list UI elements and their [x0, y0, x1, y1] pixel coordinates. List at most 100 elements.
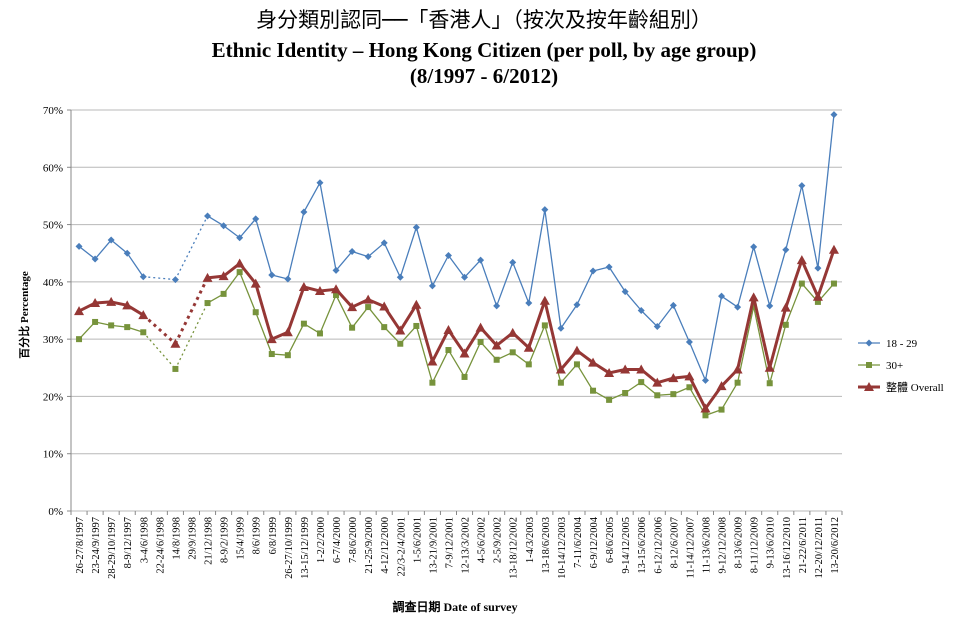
data-point — [475, 322, 486, 332]
data-point — [718, 292, 726, 300]
x-tick-label: 26-27/8/1997 — [75, 517, 86, 574]
x-tick-label: 8-11/12/2009 — [750, 517, 761, 573]
data-point — [830, 280, 837, 287]
data-point — [74, 306, 85, 316]
data-point — [798, 280, 805, 287]
data-point — [782, 321, 789, 328]
data-point — [363, 294, 374, 304]
legend: 18 - 29 30+ 整體 Overall — [858, 338, 944, 394]
x-tick-label: 14/8/1998 — [171, 517, 182, 560]
data-point — [250, 278, 261, 288]
data-point — [412, 223, 420, 231]
data-point — [622, 389, 629, 396]
data-point — [864, 382, 874, 391]
data-point — [573, 301, 581, 309]
data-point — [606, 396, 613, 403]
x-tick-label: 8-9/12/1997 — [123, 517, 134, 568]
data-point — [734, 379, 741, 386]
data-point — [170, 338, 181, 348]
data-point — [445, 347, 452, 354]
data-point — [637, 307, 645, 314]
data-point — [507, 327, 518, 337]
x-tick-label: 13-16/12/2010 — [782, 517, 793, 579]
data-point — [316, 179, 324, 187]
data-point — [477, 339, 484, 346]
x-tick-label: 6-8/6/2005 — [605, 517, 616, 563]
data-point — [525, 299, 533, 307]
x-tick-label: 13-15/12/1999 — [300, 517, 311, 579]
data-point — [590, 387, 597, 394]
x-tick-label: 21/12/1998 — [204, 517, 215, 565]
data-point — [381, 324, 388, 331]
x-axis-ticks: 26-27/8/1997 23-24/9/1997 28-29/10/1997 8-9… — [75, 516, 841, 579]
data-point — [668, 373, 679, 383]
data-point — [171, 276, 179, 284]
data-point — [397, 340, 404, 347]
data-point — [766, 380, 773, 387]
data-point — [122, 300, 133, 310]
data-point — [750, 303, 757, 310]
data-point — [202, 272, 213, 282]
x-tick-label: 11-13/6/2008 — [701, 517, 712, 573]
x-tick-label: 6-9/12/2004 — [589, 516, 600, 568]
data-point — [686, 384, 693, 391]
x-tick-label: 6-7/4/2000 — [332, 517, 343, 563]
data-point — [684, 371, 695, 381]
x-tick-label: 3-4/6/1998 — [139, 517, 150, 563]
data-point — [493, 302, 501, 310]
x-axis-label: 調查日期 Date of survey — [393, 599, 518, 614]
x-tick-label: 8-13/6/2009 — [734, 517, 745, 568]
gap-connector — [143, 276, 176, 281]
data-point — [139, 273, 147, 281]
data-point — [541, 322, 548, 329]
legend-item: 整體 Overall — [858, 380, 944, 394]
data-point — [814, 264, 822, 272]
data-point — [140, 329, 147, 336]
x-tick-label: 7-9/12/2001 — [444, 517, 455, 568]
data-point — [428, 282, 436, 290]
x-tick-label: 13-15/6/2006 — [637, 517, 648, 574]
data-point — [282, 327, 293, 337]
chart-title: 身分類別認同──「香港人」（按次及按年齡組別） — [256, 8, 712, 32]
x-tick-label: 4-5/6/2002 — [477, 517, 488, 563]
data-point — [700, 403, 711, 413]
data-point — [830, 111, 838, 119]
x-tick-label: 8-12/6/2007 — [669, 517, 680, 568]
data-point — [557, 379, 564, 386]
data-point — [91, 255, 99, 263]
data-point — [523, 342, 534, 352]
data-point — [796, 255, 807, 265]
gap-connector — [142, 313, 177, 345]
y-tick-label: 30% — [43, 334, 63, 346]
data-point — [782, 246, 790, 254]
x-tick-label: 9-13/6/2010 — [766, 517, 777, 568]
x-tick-label: 13-18/6/2003 — [541, 517, 552, 574]
data-point — [461, 273, 469, 281]
legend-item: 30+ — [858, 360, 903, 372]
data-point — [444, 252, 452, 260]
x-tick-label: 23-24/9/1997 — [91, 517, 102, 574]
data-point — [557, 324, 565, 332]
data-point — [411, 299, 422, 309]
data-point — [604, 367, 615, 377]
data-point — [653, 323, 661, 331]
data-point — [204, 300, 211, 307]
y-tick-label: 60% — [43, 162, 63, 174]
x-tick-label: 4-12/12/2000 — [380, 517, 391, 574]
data-point — [652, 377, 663, 387]
data-point — [347, 302, 358, 312]
data-point — [76, 336, 83, 343]
data-point — [380, 239, 388, 247]
x-tick-label: 29/9/1998 — [187, 517, 198, 560]
data-point — [493, 356, 500, 363]
data-point — [314, 286, 325, 296]
data-point — [364, 253, 372, 261]
data-point — [750, 243, 758, 251]
x-tick-label: 13-20/6/2012 — [830, 517, 841, 574]
data-point — [348, 247, 356, 255]
legend-item: 18 - 29 — [858, 338, 918, 350]
data-point — [298, 282, 309, 292]
x-tick-label: 6/8/1999 — [268, 517, 279, 554]
data-point — [718, 406, 725, 413]
